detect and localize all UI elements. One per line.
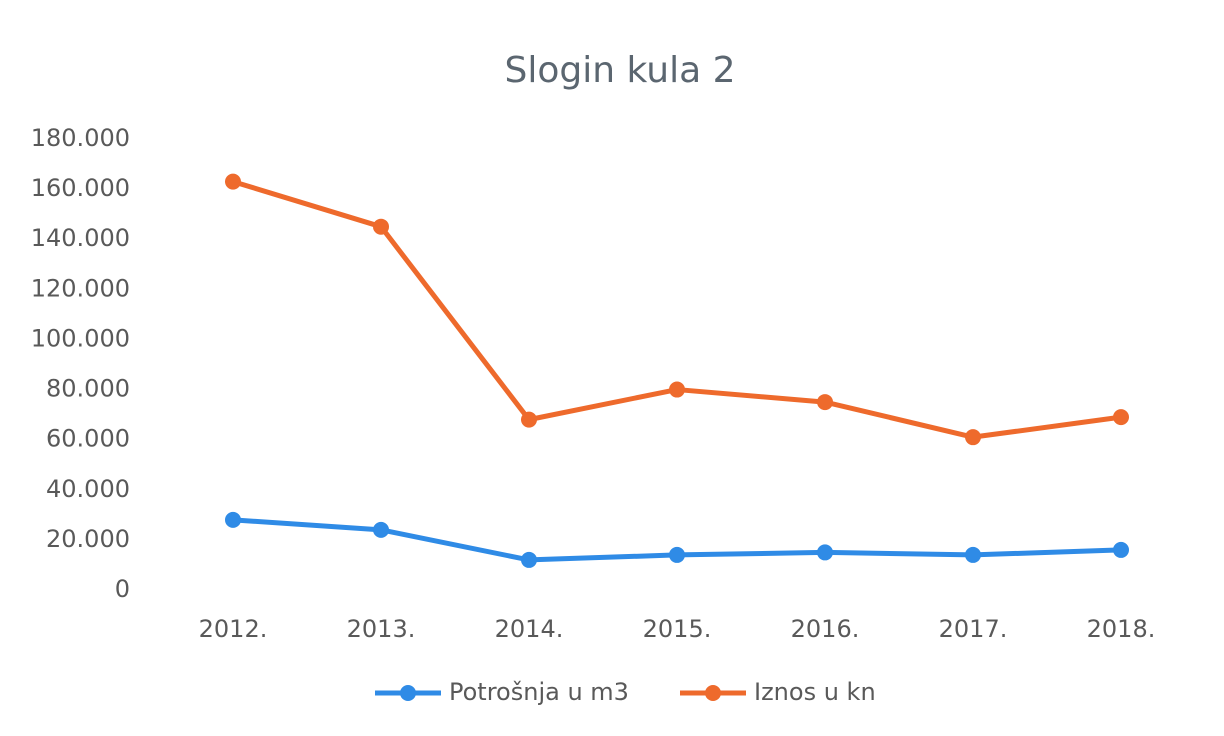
chart-title: Slogin kula 2 bbox=[505, 50, 736, 91]
legend-label: Iznos u kn bbox=[754, 678, 876, 706]
point bbox=[373, 218, 389, 235]
x-tick-label: 2014. bbox=[495, 615, 564, 643]
point bbox=[817, 544, 833, 561]
y-tick-label: 180.000 bbox=[31, 124, 130, 152]
point bbox=[521, 551, 537, 568]
point bbox=[669, 381, 685, 398]
y-tick-label: 140.000 bbox=[31, 224, 130, 252]
point bbox=[225, 511, 241, 528]
point bbox=[817, 394, 833, 411]
y-tick-label: 0 bbox=[115, 575, 130, 603]
x-tick-label: 2017. bbox=[939, 615, 1008, 643]
y-tick-label: 20.000 bbox=[46, 525, 130, 553]
y-tick-label: 40.000 bbox=[46, 475, 130, 503]
point bbox=[965, 429, 981, 446]
point bbox=[1113, 541, 1129, 558]
y-tick-label: 120.000 bbox=[31, 274, 130, 302]
x-tick-label: 2016. bbox=[791, 615, 860, 643]
y-tick-label: 100.000 bbox=[31, 324, 130, 352]
point bbox=[373, 521, 389, 538]
y-tick-label: 60.000 bbox=[46, 425, 130, 453]
y-tick-label: 160.000 bbox=[31, 174, 130, 202]
y-tick-label: 80.000 bbox=[46, 375, 130, 403]
point bbox=[521, 411, 537, 428]
x-tick-label: 2013. bbox=[347, 615, 416, 643]
x-tick-label: 2015. bbox=[643, 615, 712, 643]
point bbox=[965, 546, 981, 563]
series-line bbox=[232, 179, 1122, 440]
legend-marker bbox=[400, 685, 416, 701]
point bbox=[1113, 409, 1129, 426]
x-tick-label: 2012. bbox=[199, 615, 268, 643]
legend-marker bbox=[705, 685, 721, 701]
point bbox=[225, 173, 241, 190]
x-tick-label: 2018. bbox=[1087, 615, 1156, 643]
point bbox=[669, 546, 685, 563]
legend-label: Potrošnja u m3 bbox=[449, 678, 629, 706]
